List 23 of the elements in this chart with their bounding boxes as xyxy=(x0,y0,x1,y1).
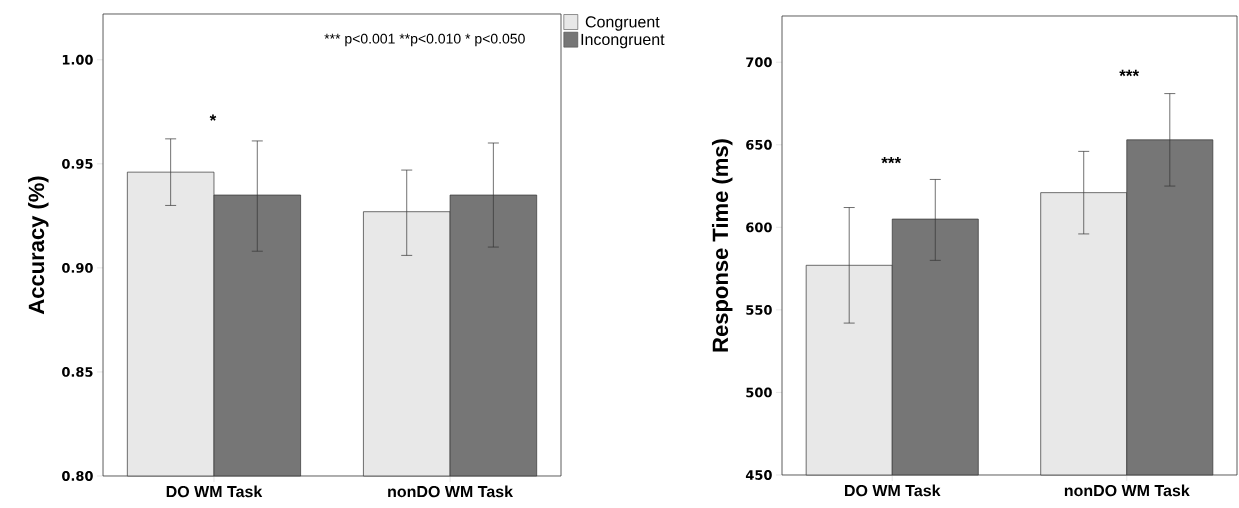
y-tick-label: 450 xyxy=(745,470,772,480)
y-tick-label: 1.00 xyxy=(62,54,93,65)
y-tick-label: 650 xyxy=(746,139,772,150)
y-axis-title: Accuracy (%) xyxy=(28,176,49,315)
y-tick-label: 700 xyxy=(746,57,772,68)
y-tick-label: 550 xyxy=(746,304,772,315)
annotation: *** xyxy=(881,157,902,164)
y-tick-label: 600 xyxy=(746,222,772,233)
legend-label: Incongruent xyxy=(581,33,665,49)
y-tick-label: 0.80 xyxy=(62,471,93,481)
annotation: *** p<0.001 **p<0.010 * p<0.050 xyxy=(324,33,525,47)
y-tick-label: 0.90 xyxy=(62,262,93,273)
y-tick-label: 0.95 xyxy=(62,158,93,169)
x-tick-label: nonDO WM Task xyxy=(388,485,514,498)
y-axis-title: Response Time (ms) xyxy=(711,139,733,352)
legend-label: Congruent xyxy=(585,16,660,31)
x-tick-label: DO WM Task xyxy=(166,485,263,498)
annotation: *** xyxy=(1119,69,1140,77)
x-tick-label: DO WM Task xyxy=(845,484,941,497)
y-tick-label: 0.85 xyxy=(62,367,93,377)
y-tick-label: 500 xyxy=(746,387,772,398)
x-tick-label: nonDO WM Task xyxy=(1064,484,1190,497)
annotation: * xyxy=(209,114,217,121)
